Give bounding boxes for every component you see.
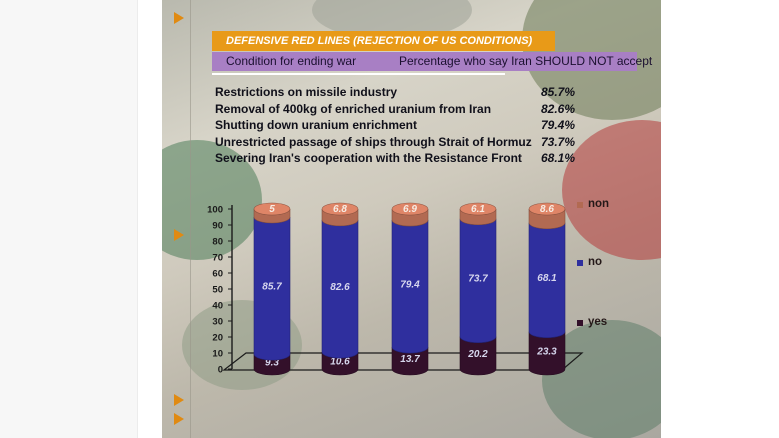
arrow-marker-icon (174, 413, 184, 425)
condition-percentage: 73.7% (541, 134, 576, 149)
y-tick-label: 70 (212, 253, 223, 264)
condition-row: Removal of 400kg of enriched uranium fro… (215, 101, 595, 118)
divider (212, 73, 505, 75)
data-label-yes: 13.7 (400, 354, 420, 365)
condition-label: Removal of 400kg of enriched uranium fro… (215, 101, 492, 116)
bar-cap (459, 202, 497, 216)
legend-swatch-no (577, 260, 583, 266)
bar-cap (528, 202, 566, 216)
legend-swatch-yes (577, 320, 583, 326)
data-label-no: 82.6 (330, 282, 350, 293)
right-margin-panel (661, 0, 779, 438)
legend-label-non: non (588, 198, 610, 210)
conditions-list: Restrictions on missile industry 85.7% R… (215, 84, 595, 167)
table-header: Condition for ending war Percentage who … (212, 52, 652, 71)
data-label-yes: 10.6 (330, 357, 350, 368)
y-tick-label: 0 (218, 365, 223, 376)
data-label-non-cap: 6.8 (333, 204, 347, 215)
data-label-no: 79.4 (400, 280, 420, 291)
data-label-non-cap: 6.1 (471, 204, 485, 215)
condition-percentage: 82.6% (541, 101, 576, 116)
data-label-no: 68.1 (537, 273, 557, 284)
legend-label-no: no (588, 256, 603, 268)
stacked-cylinder-chart: 01020304050607080901009.385.75510.682.66… (207, 202, 584, 376)
condition-percentage: 85.7% (541, 85, 576, 99)
condition-label: Restrictions on missile industry (215, 85, 398, 99)
data-label-non-cap: 6.9 (403, 204, 417, 215)
condition-percentage: 68.1% (541, 151, 576, 165)
condition-label: Unrestricted passage of ships through St… (215, 134, 532, 149)
bar-cap (253, 202, 291, 216)
data-label-yes: 23.3 (536, 346, 557, 357)
y-tick-label: 20 (212, 333, 223, 344)
bar-cap (391, 202, 429, 216)
infographic-poster: DEFENSIVE RED LINES (REJECTION OF US CON… (162, 0, 661, 438)
header-condition: Condition for ending war (226, 54, 357, 68)
y-tick-label: 30 (212, 317, 223, 328)
legend-non: non (577, 198, 610, 210)
decorative-vertical-line (190, 0, 191, 438)
y-tick-label: 100 (207, 205, 223, 216)
data-label-no: 73.7 (468, 274, 488, 285)
chart-floor (222, 352, 584, 371)
arrow-marker-icon (174, 394, 184, 406)
condition-label: Severing Iran's cooperation with the Res… (215, 151, 522, 165)
y-tick-label: 80 (212, 237, 223, 248)
data-label-yes: 9.3 (265, 358, 279, 369)
bar-cap (321, 202, 359, 216)
condition-label: Shutting down uranium enrichment (215, 118, 417, 132)
condition-row: Unrestricted passage of ships through St… (215, 134, 595, 151)
y-tick-label: 50 (212, 285, 223, 296)
header-percentage: Percentage who say Iran SHOULD NOT accep… (399, 54, 653, 68)
y-tick-label: 10 (212, 349, 223, 360)
legend-label-yes: yes (588, 316, 608, 328)
data-label-non-cap: 8.6 (540, 204, 554, 215)
legend-yes: yes (577, 316, 608, 328)
arrow-marker-icon (174, 229, 184, 241)
legend-no: no (577, 256, 603, 268)
condition-row: Severing Iran's cooperation with the Res… (215, 150, 595, 167)
condition-row: Restrictions on missile industry 85.7% (215, 84, 595, 101)
arrow-marker-icon (174, 12, 184, 24)
y-tick-label: 60 (212, 269, 223, 280)
condition-row: Shutting down uranium enrichment 79.4% (215, 117, 595, 134)
left-margin-panel (0, 0, 138, 438)
condition-percentage: 79.4% (541, 118, 576, 132)
data-label-yes: 20.2 (467, 349, 488, 360)
chart-title: DEFENSIVE RED LINES (REJECTION OF US CON… (212, 31, 555, 51)
data-label-no: 85.7 (262, 282, 282, 293)
y-tick-label: 90 (212, 221, 223, 232)
y-tick-label: 40 (212, 301, 223, 312)
legend-swatch-non (577, 202, 583, 208)
data-label-non-cap: 5 (269, 204, 275, 215)
